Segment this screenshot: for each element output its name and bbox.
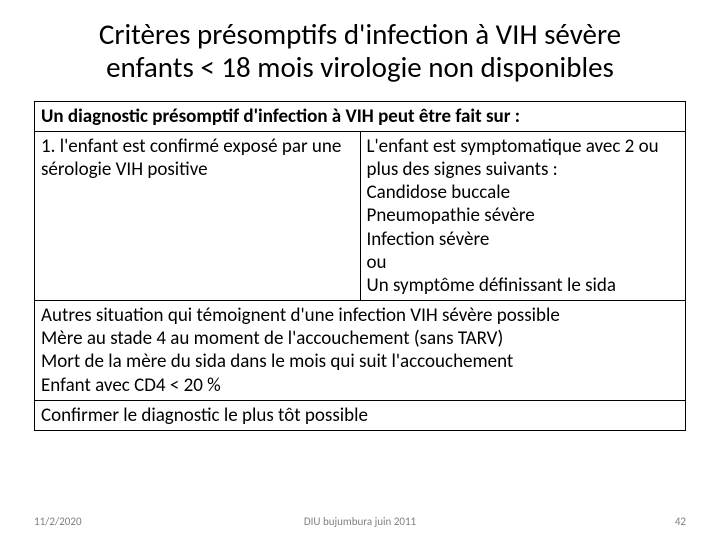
title-line-1: Critères présomptifs d'infection à VIH s… [99,16,621,52]
table-row: Un diagnostic présomptif d'infection à V… [35,101,686,131]
criteria-left-cell: 1. l'enfant est confirmé exposé par une … [35,131,361,300]
table-header-cell: Un diagnostic présomptif d'infection à V… [35,101,686,131]
confirm-cell: Confirmer le diagnostic le plus tôt poss… [35,400,686,430]
criteria-right-cell: L'enfant est symptomatique avec 2 ou plu… [360,131,686,300]
table-row: Autres situation qui témoignent d'une in… [35,301,686,401]
table-row: 1. l'enfant est confirmé exposé par une … [35,131,686,300]
footer-page-number: 42 [675,515,686,528]
criteria-table: Un diagnostic présomptif d'infection à V… [34,101,686,431]
title-line-2: enfants < 18 mois virologie non disponib… [106,49,614,85]
table-row: Confirmer le diagnostic le plus tôt poss… [35,400,686,430]
slide: Critères présomptifs d'infection à VIH s… [0,0,720,540]
slide-title: Critères présomptifs d'infection à VIH s… [34,18,686,85]
footer-center: DIU bujumbura juin 2011 [0,515,720,528]
other-situations-cell: Autres situation qui témoignent d'une in… [35,301,686,401]
